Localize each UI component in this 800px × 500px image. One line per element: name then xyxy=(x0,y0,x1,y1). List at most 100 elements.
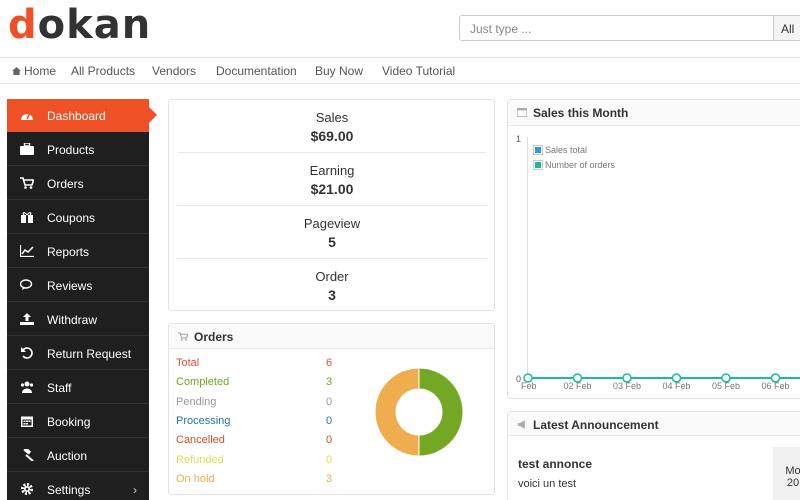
calendar-icon xyxy=(21,416,33,427)
order-status-count: 3 xyxy=(326,376,333,389)
data-point[interactable] xyxy=(721,373,731,383)
stat-order: Order 3 xyxy=(177,259,487,312)
orders-panel: Orders Total 6 Completed 3 Pending 0 Processin… xyxy=(168,323,495,495)
announcement-item-body: voici un test xyxy=(518,478,577,490)
sidebar-item-label: Return Request xyxy=(47,347,132,361)
announcement-date-badge: Mo 20 xyxy=(773,447,800,500)
nav-video-tutorial[interactable]: Video Tutorial xyxy=(382,64,456,78)
order-status-label: On hold xyxy=(176,472,215,485)
order-status-count: 0 xyxy=(326,395,333,408)
stat-label: Sales xyxy=(315,110,349,125)
search-input[interactable]: Just type ... xyxy=(459,15,774,41)
sidebar-item-dashboard[interactable]: Dashboard xyxy=(7,99,157,132)
nav-all-products[interactable]: All Products xyxy=(71,64,136,78)
nav-home[interactable]: Home xyxy=(12,64,56,78)
search-category-select[interactable]: All xyxy=(774,15,800,41)
y-axis xyxy=(527,137,528,378)
sidebar-item-label: Coupons xyxy=(47,211,96,225)
sidebar-item-reports[interactable]: Reports xyxy=(7,235,149,268)
legend-swatch xyxy=(533,160,543,170)
sales-panel-header: Sales this Month xyxy=(508,100,800,126)
undo-icon xyxy=(21,347,33,359)
order-status-label: Completed xyxy=(176,376,230,389)
data-point[interactable] xyxy=(523,373,533,383)
announcement-date: Mo 20 xyxy=(785,465,800,489)
announcement-panel-header: Latest Announcement xyxy=(508,412,800,436)
order-status-label: Pending xyxy=(176,395,217,408)
order-status-label: Cancelled xyxy=(176,434,225,447)
donut-slice-completed[interactable] xyxy=(418,367,464,457)
x-tick-label: 04 Feb xyxy=(662,381,691,391)
sidebar-item-orders[interactable]: Orders xyxy=(7,167,149,200)
sidebar-item-label: Orders xyxy=(47,177,84,191)
bullhorn-icon xyxy=(517,420,525,429)
orders-panel-title: Orders xyxy=(194,330,234,344)
x-tick-label: 03 Feb xyxy=(613,381,642,391)
latest-announcement-panel: Latest Announcement test annonce voici u… xyxy=(507,411,800,500)
stat-value: 5 xyxy=(328,234,336,250)
y-tick-label: 0 xyxy=(516,374,522,384)
stat-value: $21.00 xyxy=(310,181,354,197)
nav-documentation[interactable]: Documentation xyxy=(216,64,297,78)
legend-number-of-orders: Number of orders xyxy=(533,160,616,170)
stat-sales: Sales $69.00 xyxy=(177,100,487,153)
sidebar-item-label: Booking xyxy=(47,415,91,429)
x-tick-label: 05 Feb xyxy=(712,381,741,391)
x-tick-label: 02 Feb xyxy=(563,381,592,391)
users-icon xyxy=(20,381,34,393)
stat-value: 3 xyxy=(328,287,336,303)
data-point[interactable] xyxy=(572,373,583,383)
logo-text: okan xyxy=(37,2,152,48)
chevron-right-icon: › xyxy=(133,483,137,497)
nav-vendors[interactable]: Vendors xyxy=(152,64,197,78)
dokan-logo[interactable]: dokan xyxy=(8,2,151,48)
stat-label: Pageview xyxy=(303,216,361,231)
gift-icon xyxy=(21,212,33,223)
sidebar-item-reviews[interactable]: Reviews xyxy=(7,269,149,302)
donut-slice-on-hold[interactable] xyxy=(374,367,420,457)
stat-label: Order xyxy=(315,269,349,284)
stat-value: $69.00 xyxy=(310,128,354,144)
sidebar-item-label: Withdraw xyxy=(47,313,98,327)
sidebar-item-coupons[interactable]: Coupons xyxy=(7,201,149,234)
sidebar-item-return-request[interactable]: Return Request xyxy=(7,337,149,370)
home-icon xyxy=(12,67,21,75)
x-tick-label: 06 Feb xyxy=(761,381,790,391)
sidebar-item-label: Staff xyxy=(47,381,72,395)
legend-label: Number of orders xyxy=(545,160,616,170)
orders-donut-chart xyxy=(374,367,464,457)
stat-earning: Earning $21.00 xyxy=(177,153,487,206)
sidebar-item-staff[interactable]: Staff xyxy=(7,371,149,404)
dashboard-icon xyxy=(21,112,33,120)
comments-icon xyxy=(20,279,33,290)
sales-panel-title: Sales this Month xyxy=(533,106,629,120)
sidebar-item-products[interactable]: Products xyxy=(7,133,149,166)
logo-letter-d: d xyxy=(8,2,38,48)
summary-stats-panel: Sales $69.00 Earning $21.00 Pageview 5 Orde… xyxy=(168,99,495,311)
order-status-count: 3 xyxy=(326,472,333,485)
sales-this-month-panel: Sales this Month 1 0 Sales total Number … xyxy=(507,99,800,399)
sidebar-item-booking[interactable]: Booking xyxy=(7,405,149,438)
cart-icon xyxy=(20,177,34,189)
data-point[interactable] xyxy=(622,373,632,383)
order-status-count: 0 xyxy=(326,414,333,427)
sidebar-item-withdraw[interactable]: Withdraw xyxy=(7,303,149,336)
briefcase-icon xyxy=(20,143,34,155)
sidebar-item-auction[interactable]: Auction xyxy=(7,439,149,472)
order-status-count: 0 xyxy=(326,434,333,447)
data-point[interactable] xyxy=(770,373,781,383)
cog-icon xyxy=(21,483,33,495)
order-status-count: 0 xyxy=(326,453,333,466)
sidebar-item-label: Reports xyxy=(47,245,90,259)
order-status-label: Refunded xyxy=(176,453,224,466)
sidebar-item-label: Settings xyxy=(47,483,91,497)
sidebar-item-settings[interactable]: Settings › xyxy=(7,473,149,500)
sidebar-item-label: Products xyxy=(47,143,95,157)
line-chart-icon xyxy=(20,245,34,257)
order-status-count: 6 xyxy=(326,357,333,369)
order-status-label: Total xyxy=(176,357,200,369)
gavel-icon xyxy=(23,449,34,461)
nav-buy-now[interactable]: Buy Now xyxy=(315,64,364,78)
announcement-item-title[interactable]: test annonce xyxy=(518,457,593,471)
data-point[interactable] xyxy=(671,373,682,383)
